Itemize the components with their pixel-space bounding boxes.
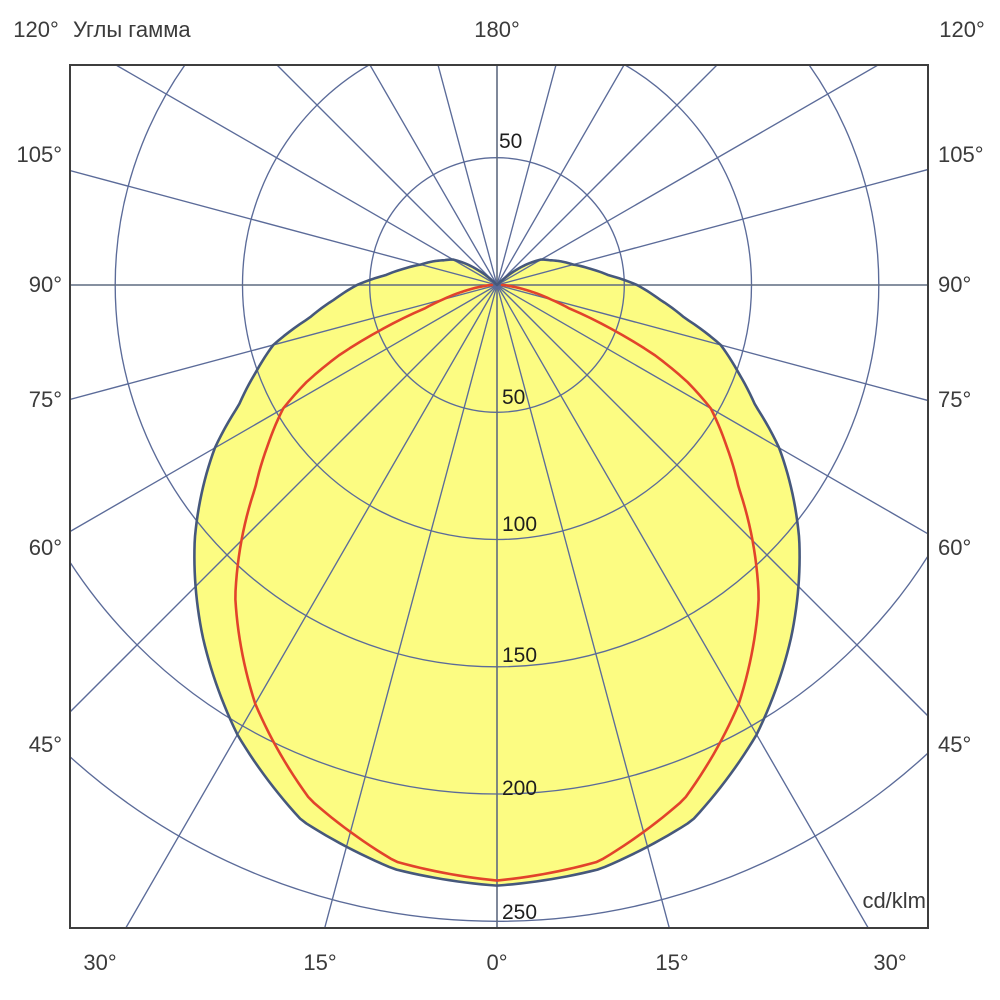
gamma-label-90-right: 90°: [938, 272, 972, 297]
gamma-label-30-bottom-right: 30°: [873, 950, 907, 975]
ring-label-200: 200: [502, 777, 538, 800]
chart-title: Углы гамма: [73, 17, 191, 42]
unit-label: cd/klm: [862, 888, 926, 913]
gamma-label-30-bottom-left: 30°: [83, 950, 117, 975]
gamma-label-105-right: 105°: [938, 142, 984, 167]
gamma-label-105-left: 105°: [16, 142, 62, 167]
gamma-label-60-right: 60°: [938, 535, 972, 560]
gamma-label-45-right: 45°: [938, 732, 972, 757]
gamma-label-0-bottom: 0°: [486, 950, 508, 975]
gamma-label-45-left: 45°: [28, 732, 62, 757]
gamma-label-180-top: 180°: [474, 17, 520, 42]
gamma-label-90-left: 90°: [28, 272, 62, 297]
ring-label-50: 50: [502, 386, 526, 409]
gamma-label-60-left: 60°: [28, 535, 62, 560]
gamma-label-75-right: 75°: [938, 387, 972, 412]
ring-label-250: 250: [502, 901, 538, 924]
ring-label-100: 100: [502, 513, 538, 536]
ring-label-50-upper: 50: [499, 130, 523, 153]
gamma-label-15-bottom-right: 15°: [655, 950, 689, 975]
gamma-label-75-left: 75°: [28, 387, 62, 412]
gamma-label-15-bottom-left: 15°: [303, 950, 337, 975]
gamma-label-120-top-right: 120°: [939, 17, 985, 42]
ring-label-150: 150: [502, 644, 538, 667]
gamma-label-120-top-left: 120°: [13, 17, 59, 42]
